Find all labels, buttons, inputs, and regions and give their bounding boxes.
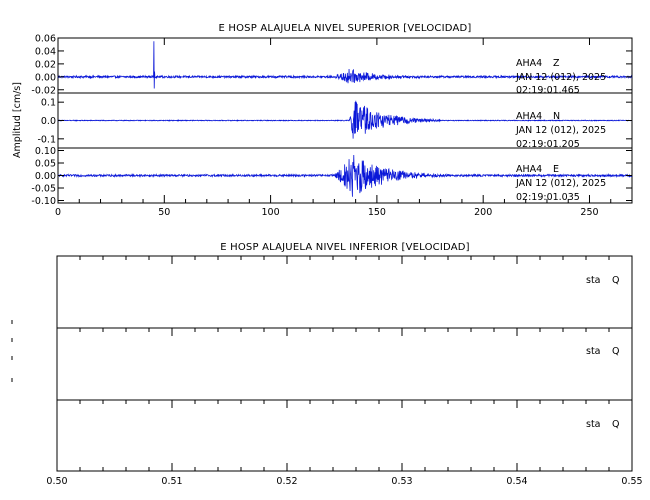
top-chart-title: E HOSP ALAJUELA NIVEL SUPERIOR [VELOCIDA… bbox=[218, 23, 471, 34]
bottom-panel-3-label: sta bbox=[586, 419, 601, 430]
top-panel-z: 0.060.04 0.02 0.00 -0.02 AHA4 Z JAN 12 (012… bbox=[31, 34, 633, 96]
bottom-chart-title: E HOSP ALAJUELA NIVEL INFERIOR [VELOCIDA… bbox=[220, 242, 470, 253]
y-tick-label: 0.06 bbox=[35, 34, 56, 45]
top-panel-n: 0.1 0.0 -0.1 AHA4 N JAN 12 (012), 2025 02:… bbox=[37, 92, 633, 150]
y-tick-label: 0.00 bbox=[35, 72, 56, 83]
x-tick-label: 0.54 bbox=[506, 476, 527, 487]
x-tick-label: 0.50 bbox=[46, 476, 67, 487]
top-panel-e-annotation: AHA4 E JAN 12 (012), 2025 02:19:01.035 bbox=[515, 164, 606, 203]
top-panel-e-component: E bbox=[553, 164, 559, 175]
top-panel-n-component: N bbox=[553, 111, 560, 122]
top-panel-n-time: 02:19:01.205 bbox=[516, 139, 580, 150]
x-tick-label: 0.52 bbox=[276, 476, 297, 487]
top-panel-z-component: Z bbox=[553, 58, 560, 69]
top-panel-n-y-ticks: 0.1 0.0 -0.1 bbox=[37, 98, 632, 145]
top-y-axis-label: Amplitud [cm/s] bbox=[12, 82, 23, 158]
y-tick-label: 0.1 bbox=[41, 98, 56, 109]
top-panel-n-trace bbox=[57, 100, 633, 139]
x-tick-label: 0.51 bbox=[161, 476, 182, 487]
top-panel-z-annotation: AHA4 Z JAN 12 (012), 2025 02:19:01.465 bbox=[515, 58, 606, 96]
x-tick-label: 250 bbox=[580, 207, 598, 218]
top-chart: E HOSP ALAJUELA NIVEL SUPERIOR [VELOCIDA… bbox=[12, 23, 633, 218]
top-panel-z-date: JAN 12 (012), 2025 bbox=[515, 72, 606, 83]
y-tick-label: 0.00 bbox=[35, 171, 56, 182]
top-panel-e-station: AHA4 bbox=[516, 164, 542, 175]
bottom-chart: E HOSP ALAJUELA NIVEL INFERIOR [VELOCIDA… bbox=[46, 242, 642, 487]
y-tick-label: -0.1 bbox=[37, 134, 56, 145]
top-panel-z-station: AHA4 bbox=[516, 58, 542, 69]
top-panel-n-annotation: AHA4 N JAN 12 (012), 2025 02:19:01.205 bbox=[515, 111, 606, 150]
bottom-panel-1-component: Q bbox=[612, 275, 619, 286]
x-tick-label: 0.55 bbox=[621, 476, 642, 487]
bottom-panel-1: sta Q bbox=[56, 255, 633, 329]
top-panel-z-time: 02:19:01.465 bbox=[516, 85, 580, 96]
y-tick-label: 0.04 bbox=[35, 46, 56, 57]
bottom-panel-3-component: Q bbox=[612, 419, 619, 430]
top-panel-e-date: JAN 12 (012), 2025 bbox=[515, 178, 606, 189]
bottom-panel-1-label: sta bbox=[586, 275, 601, 286]
y-tick-label: 0.05 bbox=[35, 159, 56, 170]
y-tick-label: 0.0 bbox=[41, 116, 56, 127]
top-panel-z-trace bbox=[57, 41, 633, 89]
bottom-x-axis: 0.50 0.51 0.52 0.53 0.54 0.55 bbox=[46, 256, 643, 487]
bottom-panel-1-frame bbox=[56, 255, 633, 329]
bottom-panel-2-label: sta bbox=[586, 346, 601, 357]
top-panel-e-time: 02:19:01.035 bbox=[516, 192, 580, 203]
y-tick-label: -0.05 bbox=[31, 184, 56, 195]
top-panel-z-y-ticks: 0.060.04 0.02 0.00 -0.02 bbox=[31, 34, 632, 96]
bottom-panel-2-component: Q bbox=[612, 346, 619, 357]
x-tick-label: 150 bbox=[368, 207, 386, 218]
x-tick-label: 200 bbox=[474, 207, 492, 218]
bottom-panel-3-frame bbox=[56, 399, 633, 472]
y-tick-label: 0.10 bbox=[35, 146, 56, 157]
y-tick-label: 0.02 bbox=[35, 59, 56, 70]
bottom-panel-2-frame bbox=[56, 327, 633, 401]
x-tick-label: 50 bbox=[158, 207, 170, 218]
x-tick-label: 0 bbox=[55, 207, 61, 218]
bottom-panel-2: sta Q bbox=[56, 327, 633, 401]
top-panel-n-date: JAN 12 (012), 2025 bbox=[515, 125, 606, 136]
top-panel-n-station: AHA4 bbox=[516, 111, 542, 122]
y-tick-label: -0.10 bbox=[31, 196, 56, 207]
top-panel-e-y-ticks: 0.10 0.050.00 -0.05-0.10 bbox=[31, 146, 632, 207]
top-x-axis: 0 50 100 150 200 250 bbox=[55, 38, 612, 218]
top-panel-e-trace bbox=[57, 154, 633, 197]
bottom-panel-3: sta Q bbox=[56, 399, 633, 472]
x-tick-label: 0.53 bbox=[391, 476, 412, 487]
top-panel-e: 0.10 0.050.00 -0.05-0.10 AHA4 E JAN 12 (01… bbox=[31, 146, 633, 207]
x-tick-label: 100 bbox=[262, 207, 280, 218]
y-tick-label: -0.02 bbox=[31, 85, 56, 96]
